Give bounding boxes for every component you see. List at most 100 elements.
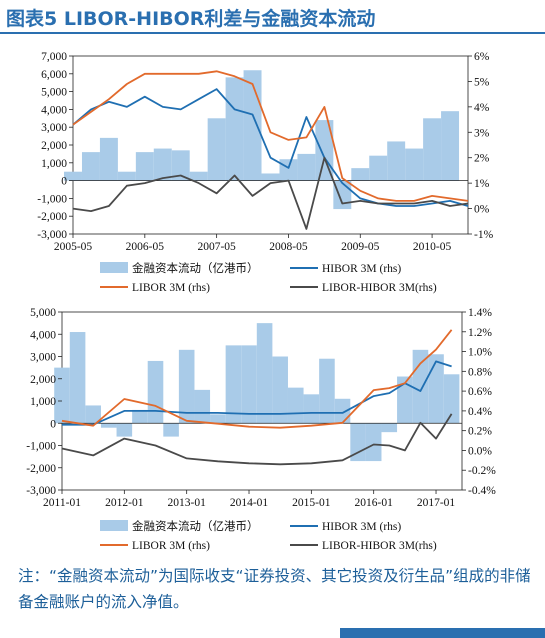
right-axis-label: 1% [474,178,490,190]
capital-flow-bar [171,150,190,181]
capital-flow-bar [147,360,164,424]
capital-flow-bar [54,367,70,424]
x-axis-label: 2009-05 [341,241,380,253]
x-axis-label: 2015-01 [292,497,331,509]
right-axis-label: 0.0% [468,445,492,457]
capital-flow-bar [225,77,244,181]
x-axis-label: 2016-01 [355,497,394,509]
right-axis-label: -0.4% [468,485,496,497]
right-axis-label: -0.2% [468,465,496,477]
capital-flow-bar [243,70,262,181]
left-axis-label: -1,000 [37,193,67,205]
chart-top: -3,000 -2,000 -1,000 0 1,000 2,000 3,000 4,000 5… [37,51,494,294]
page-title: 图表5 LIBOR-HIBOR利差与金融资本流动 [6,7,376,30]
capital-flow-bar [428,354,444,424]
plot-area [72,55,469,235]
chart-note: 注：“金融资本流动”为国际收支“证券投资、其它投资及衍生品”组成的非储备金融账户… [18,567,531,611]
left-axis-label: 6,000 [41,69,67,81]
x-axis-label: 2010-05 [413,241,452,253]
left-axis-label: -2,000 [37,211,67,223]
right-axis-label: 6% [474,51,490,63]
x-axis-label: 2006-05 [126,241,165,253]
right-axis-label: 1.2% [468,327,492,339]
capital-flow-bar [241,345,257,424]
left-axis-label: 1,000 [41,158,67,170]
capital-flow-bar [85,405,101,424]
capital-flow-bar [210,414,226,424]
capital-flow-bar [116,423,133,437]
x-axis-label: 2012-01 [105,497,144,509]
spread-line [61,413,453,466]
left-axis-label: -2,000 [26,463,56,475]
right-axis-label: 5% [474,76,490,88]
libor-line [61,329,453,429]
capital-flow-bar [261,173,280,181]
capital-flow-bar [369,155,388,181]
capital-flow-bar [178,349,195,424]
right-axis-label: 0.6% [468,386,492,398]
left-axis-label: 3,000 [41,122,67,134]
chart-bottom-panel: -3,000 -2,000 -1,000 0 1,000 2,000 3,000 4,000 5… [0,300,545,564]
left-axis-label: 4,000 [30,329,56,341]
legend-spread: LIBOR-HIBOR 3M(rhs) [290,282,437,294]
legend-label: LIBOR 3M (rhs) [132,540,210,552]
x-axis-label: 2017-01 [417,497,456,509]
right-axis-label: 3% [474,127,490,139]
hibor-line [62,360,452,426]
capital-flow-bar [397,376,413,424]
capital-flow-bar [441,111,460,181]
left-axis-label: 0 [61,176,67,188]
left-axis-label: 4,000 [41,104,67,116]
left-axis-label: 5,000 [30,307,56,319]
title-underline [0,32,545,34]
capital-flow-bar [163,423,179,437]
capital-flow-bar [81,152,100,181]
capital-flow-bar [334,398,351,424]
capital-flow-bar [350,423,366,462]
capital-flow-bar [117,171,136,181]
capital-flow-bar [207,118,226,181]
legend-libor: LIBOR 3M (rhs) [100,282,210,294]
legend-libor: LIBOR 3M (rhs) [100,540,210,552]
left-axis-label: -3,000 [26,485,56,497]
capital-flow-bar [443,374,460,424]
libor-line [72,70,469,202]
capital-flow-bar [287,387,304,424]
legend-label: HIBOR 3M (rhs) [322,263,401,275]
right-axis-label: 0.2% [468,426,492,438]
left-axis-label: -3,000 [37,229,67,241]
legend-label: 金融资本流动（亿港币） [132,519,259,533]
capital-flow-bar [381,423,398,433]
capital-flow-bar [279,159,298,181]
capital-flow-bar [319,358,335,424]
left-axis-label: 0 [50,418,56,430]
capital-flow-bar [405,148,424,181]
left-axis-label: 5,000 [41,87,67,99]
capital-flow-bar [64,171,82,181]
left-axis-label: 2,000 [41,140,67,152]
right-axis-label: 1.4% [468,307,492,319]
x-axis-label: 2005-05 [54,241,93,253]
left-axis-label: 2,000 [30,374,56,386]
capital-flow-bar [333,180,352,210]
x-axis-label: 2008-05 [269,241,308,253]
capital-flow-bar [365,423,382,462]
capital-flow-bar [132,409,148,424]
capital-flow-bar [100,423,117,428]
capital-flow-bar [303,394,320,424]
legend-label: LIBOR-HIBOR 3M(rhs) [322,540,437,552]
capital-flow-bar [412,349,429,424]
capital-flow-bar [256,323,273,424]
right-axis-label: -1% [474,229,494,241]
legend-swatch [100,520,128,531]
chart-top-panel: -3,000 -2,000 -1,000 0 1,000 2,000 3,000 4,000 5… [0,38,545,310]
right-axis-label: 0.8% [468,366,492,378]
capital-flow-bar [189,171,208,181]
left-axis-label: 1,000 [30,396,56,408]
capital-flow-bar [225,345,242,424]
legend-capital-flow: 金融资本流动（亿港币） [100,519,259,533]
x-axis-label: 2013-01 [168,497,207,509]
x-axis-label: 2007-05 [197,241,236,253]
spread-line [72,156,469,230]
legend-label: LIBOR 3M (rhs) [132,282,210,294]
